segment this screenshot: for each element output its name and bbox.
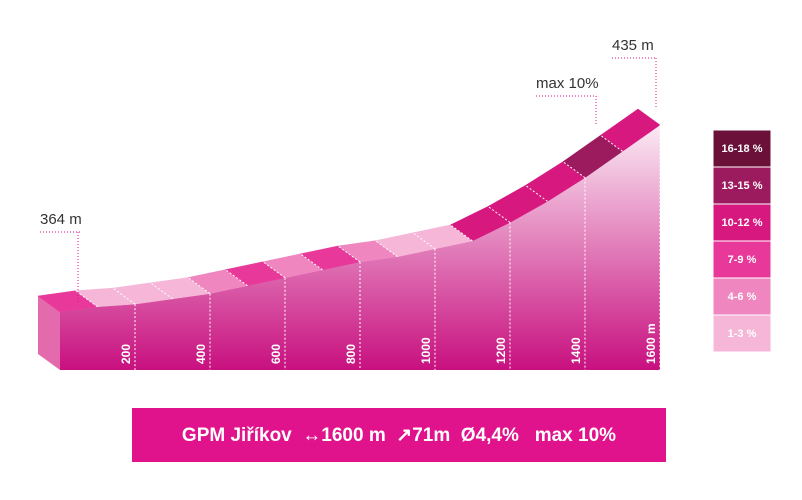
x-tick-label: 1200 [494,337,508,364]
legend-swatch [712,166,772,205]
segment-divider [450,224,473,242]
segment-divider [487,206,511,223]
legend-label: 10-12 % [722,217,763,229]
segment-divider [600,134,623,152]
x-tick-label: 400 [194,344,208,364]
end-face [38,296,60,370]
segment-divider [525,184,548,202]
segment-divider [375,240,398,258]
legend-label: 7-9 % [728,254,757,266]
segment-divider [300,253,323,271]
segment-divider [150,282,173,300]
legend-label: 4-6 % [728,291,757,303]
x-tick-label: 600 [269,344,283,364]
segment-divider [337,245,361,263]
front-face [60,125,660,370]
segment-divider [412,232,436,250]
x-tick-label: 200 [119,344,133,364]
segment-divider [225,269,248,287]
legend-swatch [712,129,772,168]
chart-title: GPM Jiříkov ↔1600 m ↗71m Ø4,4% max 10% [182,425,616,446]
legend-swatch [712,203,772,242]
segment-divider [262,261,286,279]
segment-divider [75,290,98,308]
segment-divider [187,277,211,294]
start-label: 364 m [40,211,82,228]
legend-label: 16-18 % [722,143,763,155]
x-tick-label: 1400 [569,337,583,364]
legend-swatch [712,277,772,316]
legend-swatch [712,240,772,279]
x-tick-label: 1000 [419,337,433,364]
legend-label: 1-3 % [728,328,757,340]
end-label: 435 m [612,37,654,54]
segment [600,108,661,152]
legend-label: 13-15 % [722,180,763,192]
legend-swatch [712,314,772,353]
x-tick-label: 800 [344,344,358,364]
max-label: max 10% [536,75,599,92]
x-tick-label: 1600 m [644,323,658,364]
segment-divider [112,287,136,305]
segment-divider [562,161,586,179]
banner [132,408,666,462]
